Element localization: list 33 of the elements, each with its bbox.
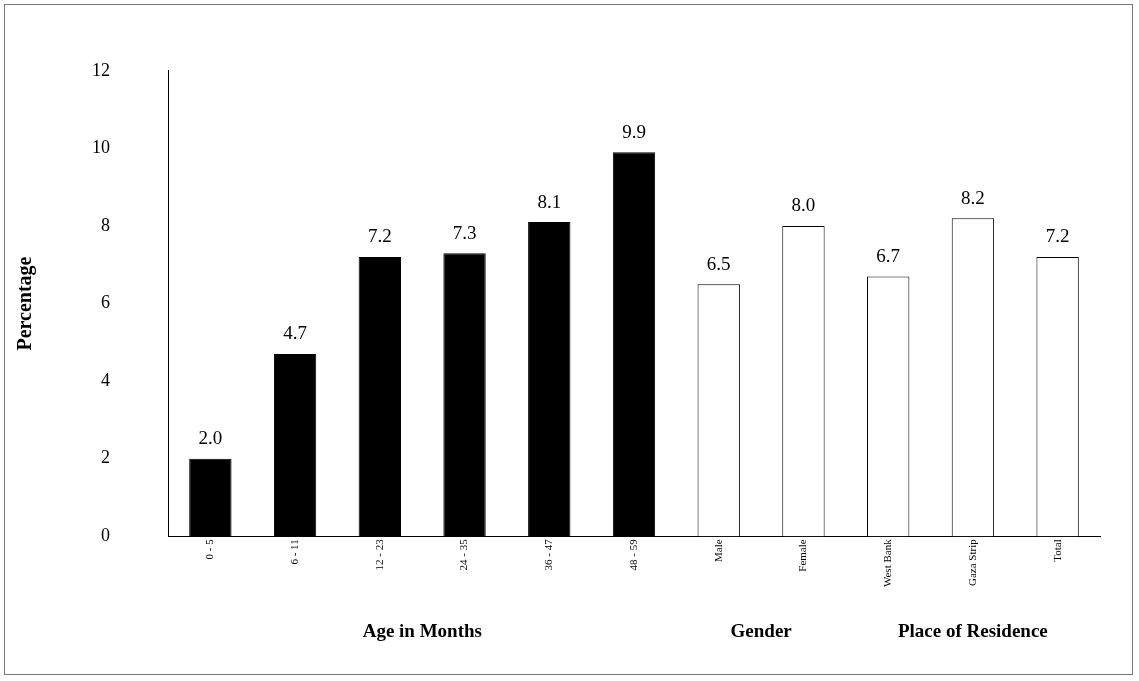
text: Age in Months [362,620,482,642]
text: Gender [730,620,792,642]
data-label: 9.9 [622,120,646,142]
data-label: 2.0 [198,427,223,449]
x-tick-label: West Bank [881,538,894,588]
data-label: 7.2 [1045,225,1070,247]
x-tick-label: 6 - 11 [287,539,300,565]
data-label: 7.2 [367,225,392,247]
data-label: 8.2 [961,186,985,208]
x-tick-label: Total [1050,539,1063,562]
data-label: 8.1 [537,190,562,212]
x-tick-label: 36 - 47 [542,538,555,571]
x-tick-label: Gaza Strip [965,538,978,587]
x-tick-label: Female [796,539,809,572]
y-axis-title: Percentage [13,256,37,351]
text: Place of Residence [897,620,1048,642]
y-tick-label: 10 [92,137,110,158]
data-label: 6.5 [706,252,731,274]
y-tick-label: 2 [101,447,110,468]
x-tick-label: 0 - 5 [203,538,216,560]
y-tick-label: 12 [92,59,110,80]
x-tick-label: Male [711,539,724,562]
y-tick-label: 6 [101,292,110,313]
y-tick-label: 0 [101,525,110,546]
data-label: 8.0 [791,194,816,216]
x-tick-label: 12 - 23 [372,538,385,571]
y-tick-label: 8 [101,214,110,235]
y-tick-label: 4 [101,369,110,390]
x-tick-label: 24 - 35 [457,538,470,571]
x-tick-label: 48 - 59 [626,538,639,571]
data-label: 7.3 [452,221,477,243]
data-label: 6.7 [876,244,901,266]
data-label: 4.7 [283,322,307,344]
